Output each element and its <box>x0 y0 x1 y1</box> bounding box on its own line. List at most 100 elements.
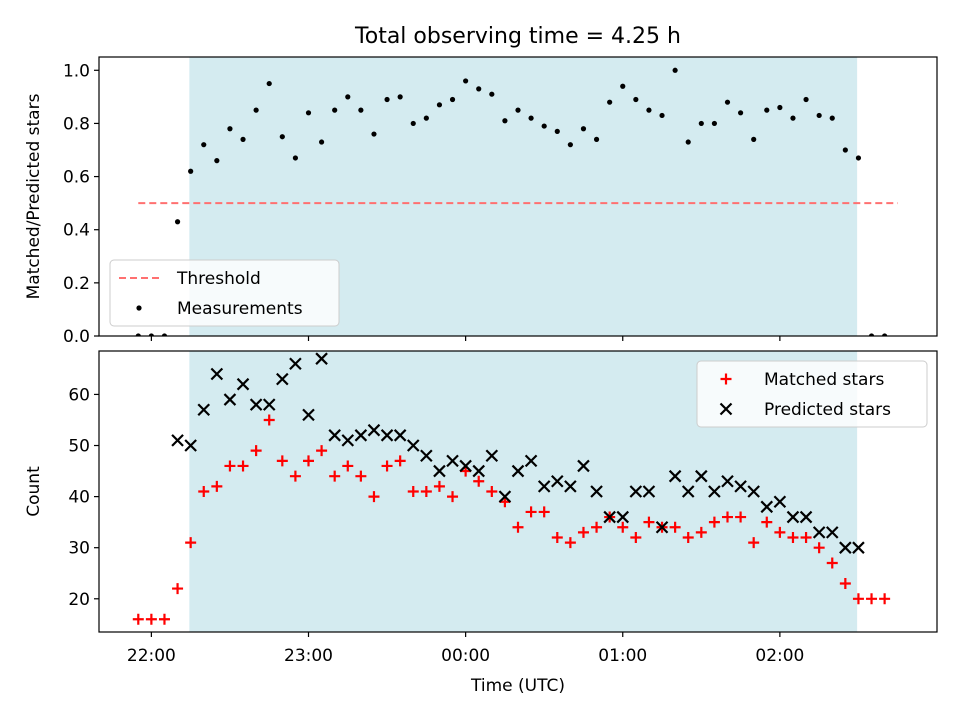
data-point <box>852 541 865 554</box>
data-point <box>423 115 429 121</box>
data-point <box>211 480 223 492</box>
data-point <box>681 485 695 498</box>
x-axis-label: Time (UTC) <box>470 676 565 696</box>
data-point <box>161 333 168 336</box>
data-point <box>525 506 537 518</box>
data-point <box>266 80 272 87</box>
data-point <box>185 537 197 549</box>
axes-frame <box>98 350 938 633</box>
data-point <box>803 96 809 103</box>
data-point <box>342 460 354 472</box>
data-point <box>406 439 420 452</box>
data-point <box>695 469 708 483</box>
legend-marker <box>719 402 733 416</box>
x-tick-label: 02:00 <box>755 646 804 666</box>
x-tick-label: 00:00 <box>441 646 490 666</box>
data-point <box>263 414 275 426</box>
data-point <box>380 429 394 442</box>
data-point <box>541 123 547 129</box>
data-point <box>711 120 718 127</box>
data-point <box>371 131 377 137</box>
data-point <box>551 531 563 543</box>
data-point <box>669 521 681 533</box>
legend: Matched stars Predicted stars <box>696 360 928 428</box>
data-point <box>842 147 848 153</box>
ratio-panel: 0.0 0.2 0.4 0.6 0.8 1.0 Matched/Predicted star… <box>24 56 938 347</box>
data-point <box>184 439 197 452</box>
data-point <box>341 434 355 447</box>
data-point <box>799 510 813 524</box>
y-tick-label: 50 <box>68 437 90 457</box>
data-point <box>774 526 786 538</box>
legend-label: Threshold <box>176 269 261 289</box>
x-tick-label: 23:00 <box>284 646 333 666</box>
data-point <box>580 126 587 132</box>
data-point <box>724 99 731 105</box>
data-point <box>866 593 878 605</box>
data-point <box>355 470 367 482</box>
data-point <box>825 526 839 539</box>
data-point <box>734 480 747 493</box>
data-point <box>737 110 744 116</box>
data-point <box>603 510 616 524</box>
data-point <box>148 333 154 336</box>
data-point <box>410 120 416 127</box>
data-point <box>486 486 498 497</box>
data-point <box>316 445 328 457</box>
data-point <box>381 460 393 472</box>
data-point <box>800 531 812 543</box>
data-point <box>240 136 246 142</box>
data-point <box>786 510 800 524</box>
data-point <box>630 531 642 543</box>
data-point <box>279 134 285 140</box>
data-point <box>436 102 443 108</box>
data-point <box>345 94 351 100</box>
data-point <box>174 219 181 225</box>
data-point <box>328 429 341 442</box>
data-point <box>446 454 459 468</box>
data-point <box>485 449 499 463</box>
data-point <box>171 434 184 447</box>
data-point <box>289 470 301 482</box>
y-axis-label: Count <box>24 466 44 517</box>
y-tick-label: 1.0 <box>63 61 90 81</box>
data-point <box>751 136 757 142</box>
data-point <box>682 531 694 543</box>
y-tick-label: 0.4 <box>63 221 90 241</box>
data-point <box>672 67 678 73</box>
data-point <box>698 120 704 127</box>
data-point <box>748 537 760 549</box>
data-point <box>358 107 364 113</box>
data-point <box>646 107 652 113</box>
y-tick-label: 60 <box>68 385 90 405</box>
data-point <box>642 485 656 498</box>
data-point <box>397 94 403 100</box>
data-point <box>590 485 603 498</box>
data-point <box>826 557 838 569</box>
data-point <box>515 107 521 113</box>
data-point <box>839 577 851 589</box>
y-tick-label: 0.8 <box>63 114 90 134</box>
data-point <box>868 333 875 336</box>
data-point <box>132 613 144 625</box>
legend-box <box>109 259 340 327</box>
data-point <box>633 96 639 103</box>
data-point <box>249 398 263 411</box>
data-point <box>302 408 315 422</box>
data-point <box>315 352 328 365</box>
data-point <box>394 455 406 467</box>
data-point <box>839 541 852 554</box>
data-point <box>777 104 783 111</box>
data-point <box>305 110 312 116</box>
data-point <box>812 526 826 539</box>
data-point <box>655 520 669 534</box>
data-point <box>591 521 603 533</box>
data-point <box>787 531 799 543</box>
data-point <box>489 91 495 97</box>
data-point <box>303 455 314 467</box>
data-point <box>708 516 720 528</box>
data-point <box>659 112 665 119</box>
data-point <box>201 142 207 148</box>
plot-area <box>135 67 898 336</box>
data-point <box>879 593 891 605</box>
